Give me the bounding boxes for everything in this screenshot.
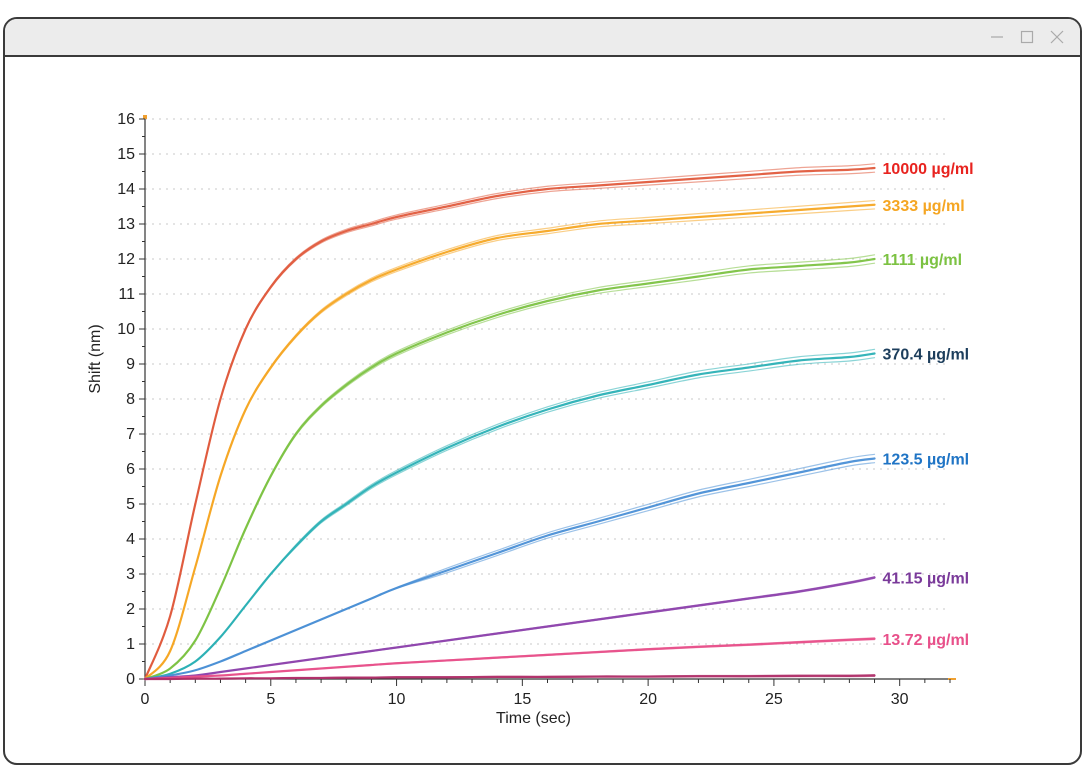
close-icon	[1050, 30, 1064, 44]
grid-lines	[145, 118, 950, 645]
y-tick-label: 3	[126, 566, 135, 583]
close-button[interactable]	[1042, 24, 1072, 50]
y-tick-label: 8	[126, 391, 135, 408]
series-replicate-line	[144, 462, 876, 680]
y-tick-label: 4	[126, 531, 135, 548]
maximize-icon	[1020, 30, 1034, 44]
x-tick-label: 30	[891, 691, 909, 708]
maximize-button[interactable]	[1012, 24, 1042, 50]
x-axis-title: Time (sec)	[496, 710, 571, 727]
series-line	[143, 166, 876, 681]
y-tick-label: 1	[126, 636, 135, 653]
series-replicate-line	[144, 577, 876, 680]
axis-end-marker	[143, 115, 147, 119]
chart-area: 0 1 2 3 4 5 6 7 8 9 10 11 12 13 14 15 16 0 5 10 15 20 25 30 100…	[5, 57, 1080, 763]
series-label: 41.15 µg/ml	[883, 571, 970, 588]
x-tick-label: 5	[266, 691, 275, 708]
series-label: 1111 µg/ml	[883, 252, 963, 269]
series-replicate-line	[144, 357, 876, 680]
x-tick-label: 25	[765, 691, 783, 708]
y-tick-label: 16	[117, 111, 135, 128]
series-replicate-line	[144, 208, 876, 680]
series-replicate-line	[144, 638, 876, 680]
x-tick-label: 20	[639, 691, 657, 708]
series-label: 370.4 µg/ml	[883, 347, 970, 364]
series-replicate-line	[144, 576, 876, 680]
series-replicate-line	[144, 171, 876, 680]
series-label: 13.72 µg/ml	[883, 632, 970, 649]
app-window: 0 1 2 3 4 5 6 7 8 9 10 11 12 13 14 15 16 0 5 10 15 20 25 30 100…	[3, 17, 1082, 765]
series-labels: 10000 µg/ml 3333 µg/ml 1111 µg/ml 370.4 µg/…	[883, 161, 974, 649]
y-tick-label: 14	[117, 181, 135, 198]
series-replicate-line	[144, 262, 876, 680]
x-tick-label: 10	[388, 691, 406, 708]
series-label: 3333 µg/ml	[883, 198, 965, 215]
series-line	[143, 352, 876, 681]
minimize-icon	[991, 36, 1003, 38]
y-tick-label: 6	[126, 461, 135, 478]
minimize-button[interactable]	[982, 24, 1012, 50]
axis-end-marker	[948, 678, 956, 680]
series-replicate-line	[144, 675, 876, 680]
y-tick-label: 5	[126, 496, 135, 513]
series-line	[143, 457, 876, 681]
y-tick-label: 13	[117, 216, 135, 233]
series-replicate-line	[144, 453, 876, 680]
series-replicate-line	[144, 254, 876, 680]
y-tick-label: 7	[126, 426, 135, 443]
y-tick-label: 2	[126, 601, 135, 618]
series-label: 123.5 µg/ml	[883, 452, 970, 469]
series-label: 10000 µg/ml	[883, 161, 974, 178]
y-tick-label: 10	[117, 321, 135, 338]
y-tick-label: 11	[118, 286, 135, 303]
y-tick-label: 15	[117, 146, 135, 163]
title-bar	[5, 19, 1080, 57]
x-tick-label: 0	[141, 691, 150, 708]
x-tick-label: 15	[513, 691, 531, 708]
y-axis-title: Shift (nm)	[87, 324, 104, 393]
y-tick-label: 0	[126, 671, 135, 688]
y-tick-label: 12	[117, 251, 135, 268]
y-tick-label: 9	[126, 356, 135, 373]
series-line	[143, 203, 876, 681]
series-lines	[143, 163, 876, 681]
